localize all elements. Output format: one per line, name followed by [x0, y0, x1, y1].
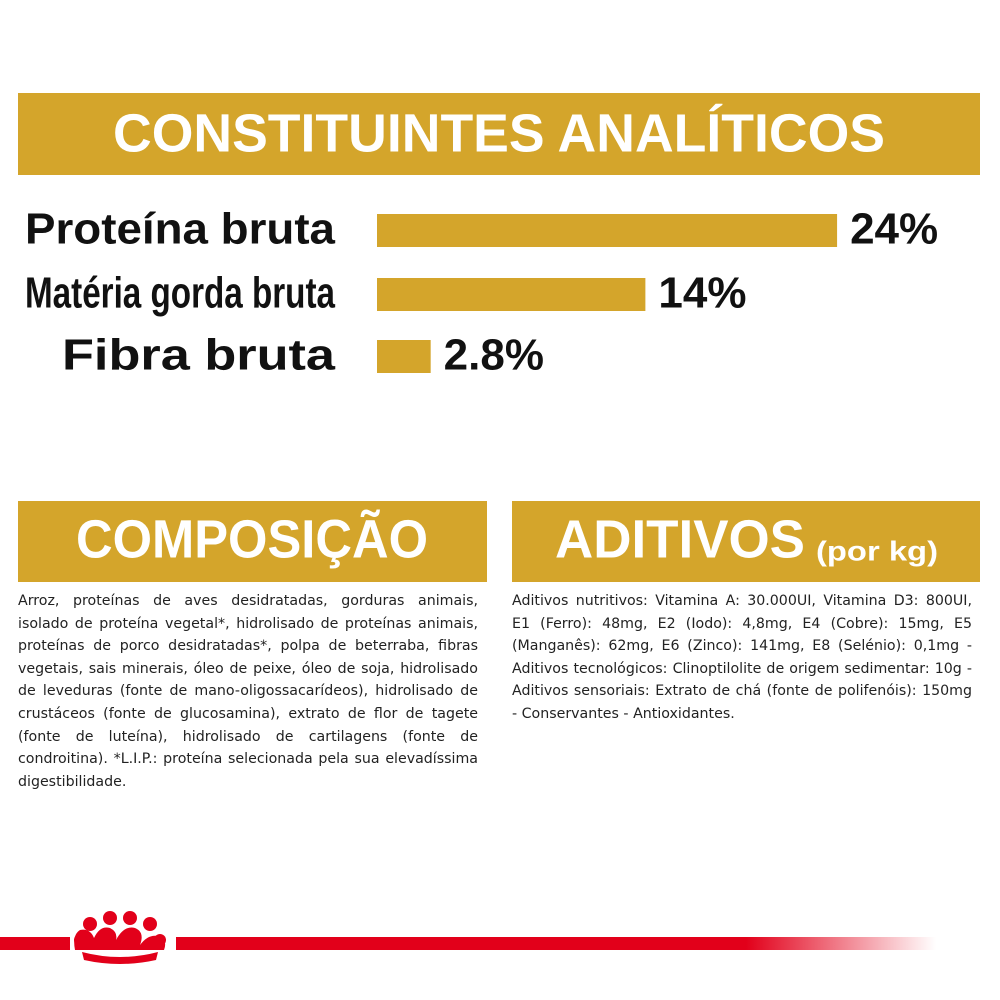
composition-banner	[18, 501, 487, 582]
bar	[377, 214, 838, 247]
bar	[377, 340, 431, 373]
additives-banner	[512, 501, 980, 582]
footer-line	[176, 937, 936, 950]
composition-title: COMPOSIÇÃO	[76, 509, 428, 569]
value-label: 2.8%	[444, 331, 544, 380]
additives-title: ADITIVOS	[555, 509, 805, 569]
logo	[82, 952, 158, 964]
logo	[74, 911, 166, 950]
footer-line	[0, 937, 70, 950]
title-banner	[18, 93, 980, 175]
value-label: 24%	[850, 205, 938, 254]
category-label: Fibra bruta	[62, 331, 336, 380]
category-label: Matéria gorda bruta	[25, 269, 335, 318]
chart-title: CONSTITUINTES ANALÍTICOS	[113, 103, 885, 163]
bar	[377, 278, 646, 311]
additives-text: Aditivos nutritivos: Vitamina A: 30.000U…	[512, 593, 972, 722]
value-label: 14%	[658, 269, 746, 318]
category-label: Proteína bruta	[25, 205, 336, 254]
composition-text: Arroz, proteínas de aves desidratadas, g…	[18, 593, 478, 790]
additives-unit: (por kg)	[816, 535, 938, 566]
